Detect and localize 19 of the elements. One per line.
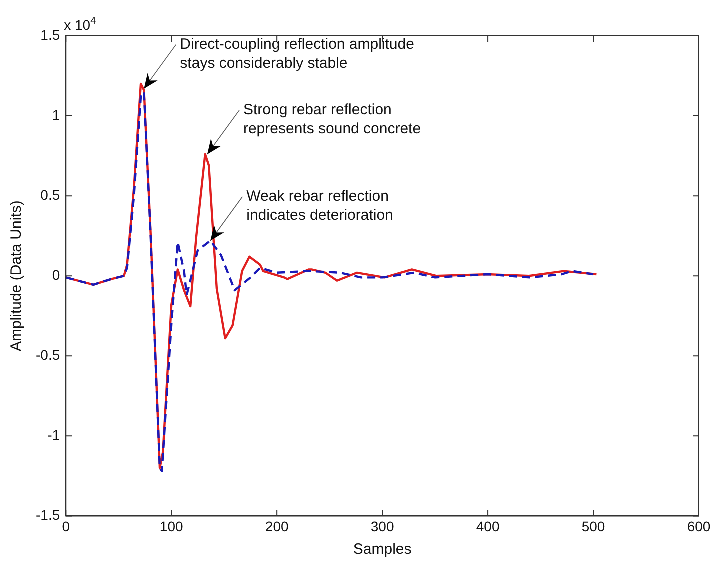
y-tick-label: -1 — [48, 427, 60, 444]
x-tick-label: 300 — [370, 518, 394, 534]
x-axis-title: Samples — [353, 541, 412, 558]
x-tick-label: 500 — [582, 518, 606, 534]
x-tick-label: 600 — [687, 518, 711, 534]
annotation: Strong rebar reflection represents sound concrete — [243, 101, 422, 138]
annotation: Direct-coupling reflection amplitude stays considerably stable — [180, 36, 414, 72]
y-axis-title: Amplitude (Data Units) — [8, 200, 26, 352]
y-tick-label: 0.5 — [40, 186, 60, 203]
y-tick-label: 1.5 — [40, 26, 60, 43]
y-tick-label: 1 — [52, 106, 60, 123]
annotation: Weak rebar reflection indicates deterioration — [246, 188, 394, 224]
x-tick-label: 0 — [62, 518, 70, 534]
y-tick-label: 0 — [52, 266, 60, 283]
y-tick-label: -0.5 — [36, 346, 60, 363]
x-tick-label: 400 — [476, 518, 500, 534]
x-tick-label: 100 — [160, 518, 184, 534]
x-tick-label: 200 — [265, 518, 289, 534]
y-tick-label: -1.5 — [36, 507, 60, 524]
